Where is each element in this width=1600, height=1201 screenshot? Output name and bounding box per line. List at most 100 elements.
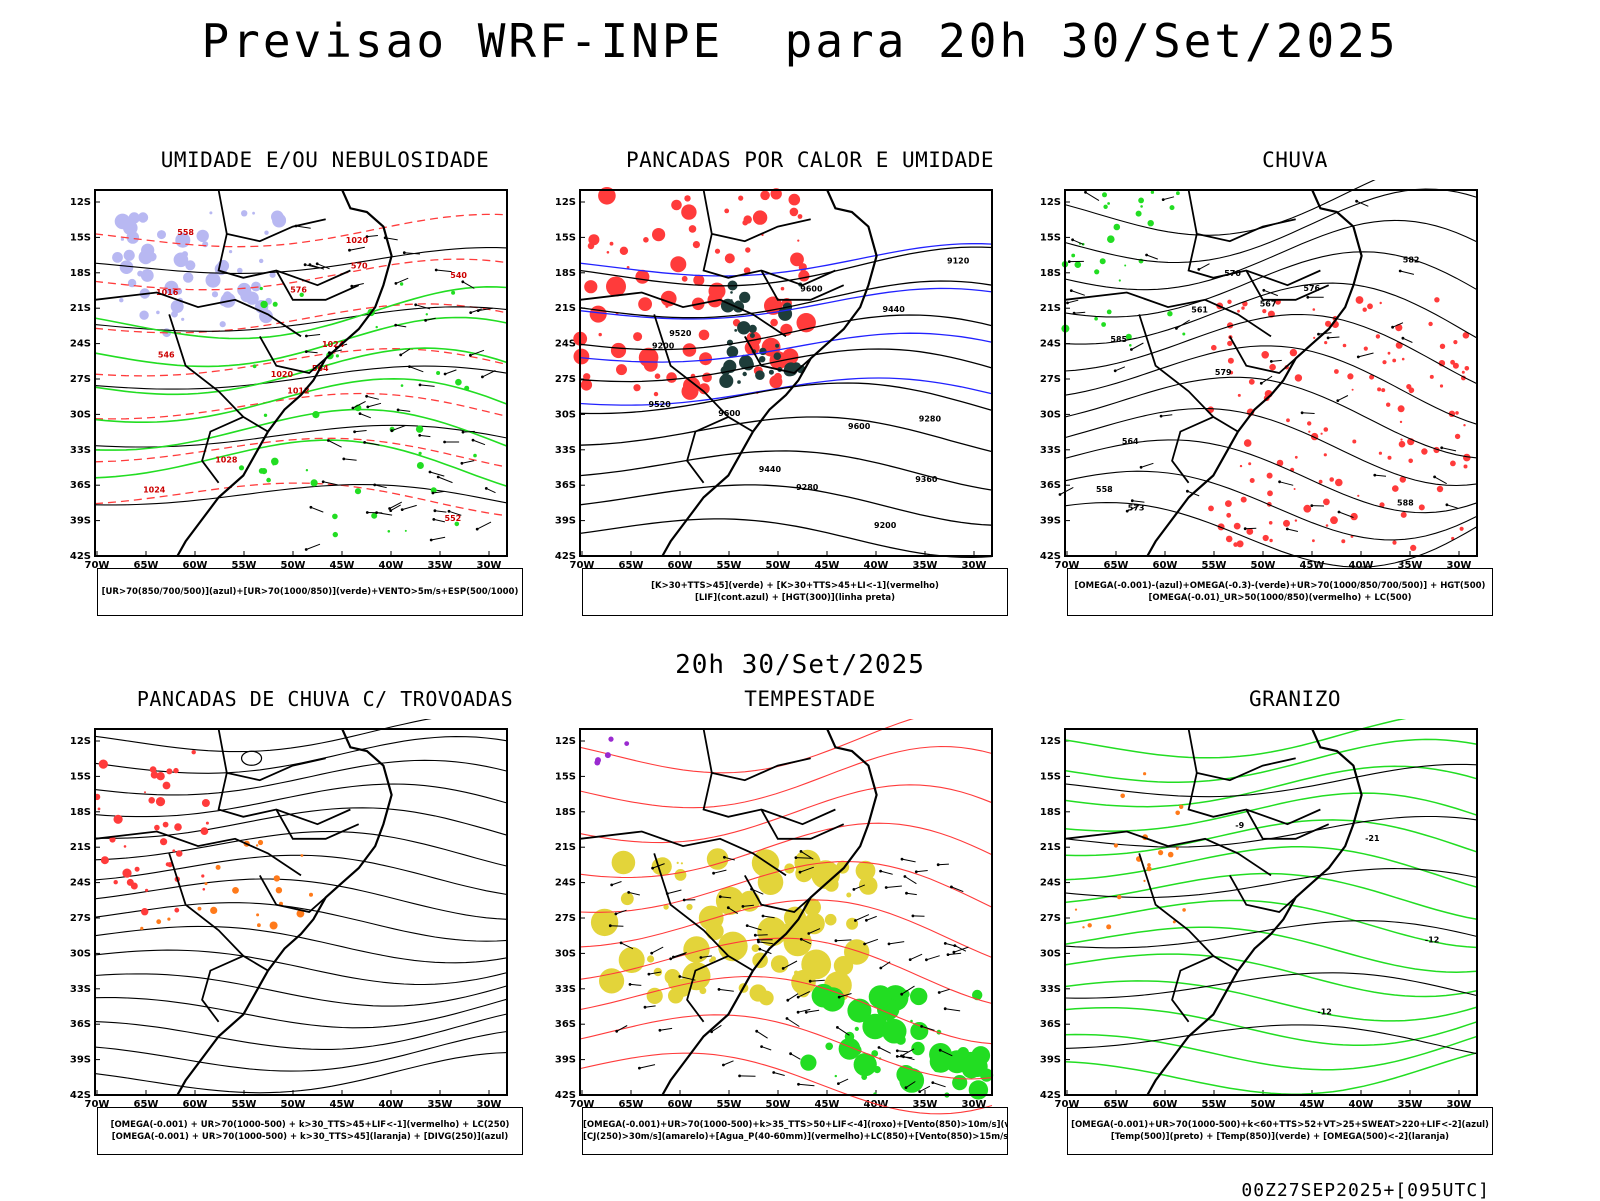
lat-tick-label: 24S (1040, 339, 1061, 350)
jet-stream-area (681, 862, 683, 864)
instability-area (693, 241, 700, 248)
wind-vector-head (950, 886, 953, 889)
instability-area (779, 383, 781, 385)
legend-line: [LIF](cont.azul) + [HGT(300)](linha pret… (583, 592, 1007, 604)
instability-area (580, 334, 586, 340)
streamline-arrow-head (1160, 415, 1163, 418)
lat-tick-label: 24S (70, 878, 91, 889)
contour-label: 558 (1096, 485, 1113, 494)
streamline-arrow-head (1391, 326, 1394, 329)
humidity-area (124, 250, 135, 261)
k-index-area (737, 380, 741, 384)
wind-vector-head (461, 280, 464, 283)
streamline-arrow-head (1073, 312, 1076, 315)
rain-area (1329, 477, 1334, 482)
rain-area (1464, 465, 1468, 469)
omega-area (1168, 852, 1174, 858)
humidity-low-area (333, 532, 338, 537)
instability-area (258, 840, 263, 845)
instability-area (140, 927, 143, 930)
humidity-low-area (473, 454, 477, 458)
thunderstorm-area (202, 799, 210, 807)
lat-tick-label: 33S (1040, 984, 1061, 995)
humidity-low-area (312, 411, 319, 418)
thunderstorm-area (122, 869, 131, 878)
omega-area (1107, 202, 1110, 205)
humidity-area (141, 269, 154, 282)
thunderstorm-area (101, 856, 109, 864)
rain-area (1455, 411, 1459, 415)
rain-area (1269, 521, 1273, 525)
contour-label: 585 (1110, 335, 1127, 344)
thunderstorm-area (114, 815, 123, 824)
wind-vector-head (878, 1046, 881, 1049)
wind-vector-head (430, 539, 433, 542)
humidity-area (119, 298, 123, 302)
rain-area (1261, 351, 1269, 359)
contour-label: 552 (445, 514, 462, 523)
instability-area (635, 270, 649, 284)
instability-area (774, 373, 782, 381)
contour-label: 9520 (669, 329, 692, 338)
instability-area (797, 240, 799, 242)
streamline-arrow-head (1399, 270, 1402, 273)
rain-area (1234, 523, 1241, 530)
thunderstorm-area (156, 772, 164, 780)
wind-vector-head (762, 915, 765, 918)
map-frame-bg (1065, 190, 1477, 556)
streamline-arrow-head (1059, 493, 1062, 496)
rain-area (1283, 520, 1290, 527)
instability-area (574, 349, 590, 365)
wind-vector-head (342, 458, 345, 461)
thunderstorm-area (131, 883, 138, 890)
lat-tick-label: 39S (555, 1055, 576, 1066)
humidity-low-area (455, 379, 462, 386)
contour-label: -12 (1317, 1008, 1331, 1017)
lat-tick-label: 12S (555, 736, 576, 747)
wind-vector-head (738, 1075, 741, 1078)
legend-line: [K>30+TTS>45](verde) + [K>30+TTS>45+LI<-… (583, 580, 1007, 592)
panel-title: GRANIZO (1065, 687, 1525, 711)
omega-area (1094, 317, 1098, 321)
severe-storm-area (624, 741, 629, 746)
k-index-area (739, 292, 750, 303)
thunderstorm-area (141, 908, 148, 915)
lat-tick-label: 36S (70, 1019, 91, 1030)
rain-area (1241, 497, 1247, 503)
instability-area (301, 854, 304, 857)
streamline-arrow-head (1140, 466, 1143, 469)
omega-area (1138, 198, 1144, 204)
jet-stream-area (677, 862, 679, 864)
wind-vector-head (896, 1055, 899, 1058)
instability-area (744, 215, 752, 223)
instability-area (652, 228, 665, 241)
rain-area (1450, 360, 1455, 365)
humidity-area (223, 291, 232, 300)
humidity-low-area (426, 313, 428, 315)
streamline-arrow-head (1084, 191, 1087, 194)
panel-legend: [OMEGA(-0.001)+UR>70(1000-500)+k>35_TTS>… (582, 1107, 1008, 1155)
rain-area (1434, 297, 1439, 302)
contour-label: 9120 (947, 257, 970, 266)
panel-title: PANCADAS DE CHUVA C/ TROVOADAS (95, 687, 555, 711)
k-index-area (775, 344, 779, 348)
rain-area (1238, 394, 1241, 397)
wind-vector-head (789, 1052, 792, 1055)
wind-vector-head (651, 867, 654, 870)
lat-tick-label: 24S (555, 339, 576, 350)
rain-area (1249, 379, 1255, 385)
humidity-area (259, 259, 263, 263)
instability-area (167, 918, 170, 921)
thunderstorm-area (154, 825, 160, 831)
rain-area (1363, 308, 1367, 312)
humidity-low-area (436, 371, 440, 375)
wind-vector-head (309, 263, 312, 266)
wind-vector-head (444, 373, 447, 376)
instability-area (781, 287, 785, 291)
omega-area (1124, 265, 1126, 267)
instability-area (689, 225, 697, 233)
rain-area (1352, 440, 1356, 444)
